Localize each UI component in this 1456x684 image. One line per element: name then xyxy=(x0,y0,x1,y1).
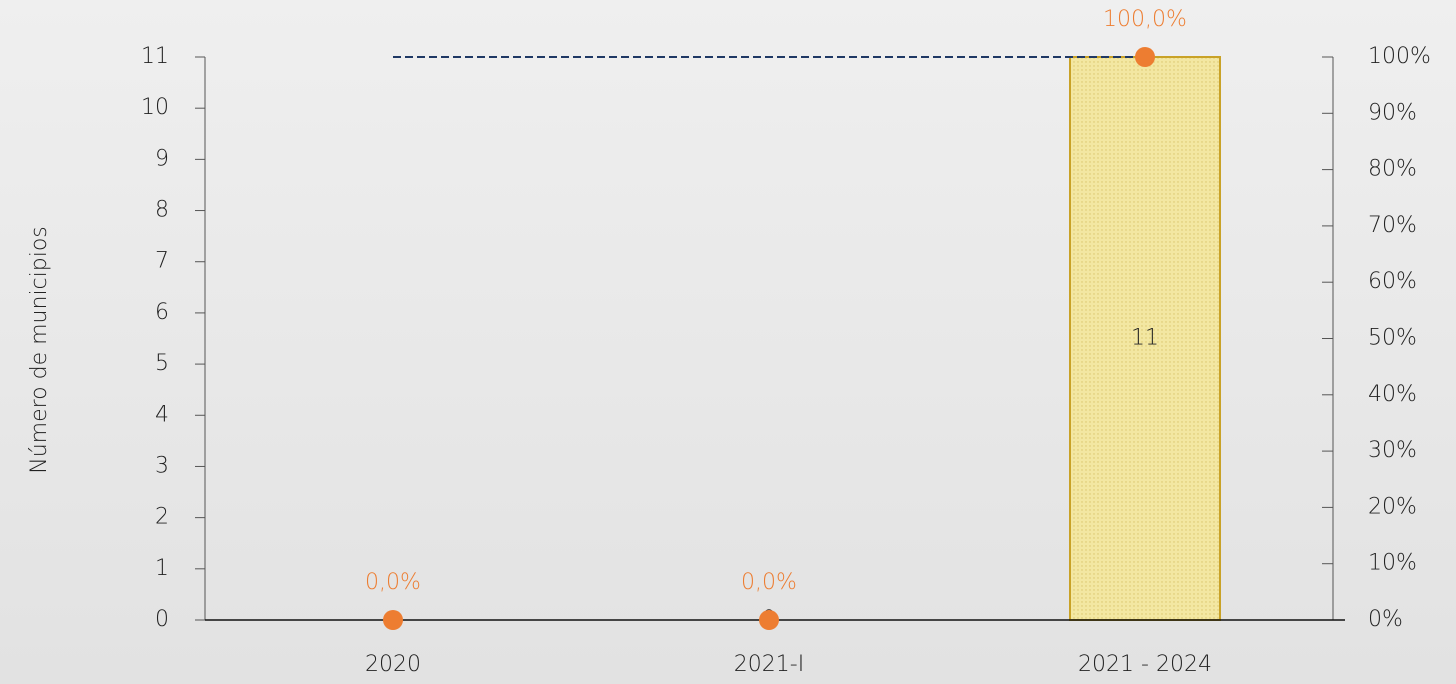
y2-tick-label: 50% xyxy=(1368,326,1417,351)
y2-tick-label: 60% xyxy=(1368,269,1417,294)
y-tick-label: 11 xyxy=(141,44,169,69)
bar xyxy=(1069,56,1221,621)
y-tick-label: 4 xyxy=(155,402,169,427)
y2-tick-label: 90% xyxy=(1368,100,1417,125)
y2-tick-label: 10% xyxy=(1368,551,1417,576)
y2-tick-label: 30% xyxy=(1368,438,1417,463)
y-tick-label: 1 xyxy=(155,556,169,581)
y-tick-label: 2 xyxy=(155,505,169,530)
y-tick-label: 8 xyxy=(155,198,169,223)
line-value-label: 100,0% xyxy=(1103,7,1187,32)
x-tick-label: 2021-I xyxy=(734,652,804,677)
y-tick-label: 6 xyxy=(155,300,169,325)
y2-tick-label: 0% xyxy=(1368,607,1403,632)
x-tick-label: 2020 xyxy=(365,652,421,677)
line-value-label: 0,0% xyxy=(365,570,421,595)
marker xyxy=(759,610,779,630)
x-tick-label: 2021 - 2024 xyxy=(1078,652,1212,677)
y-tick-label: 3 xyxy=(155,453,169,478)
marker xyxy=(383,610,403,630)
y-tick-label: 5 xyxy=(155,351,169,376)
y-tick-label: 9 xyxy=(155,146,169,171)
y-axis-label: Número de municipios xyxy=(27,226,52,474)
y-tick-label: 7 xyxy=(155,249,169,274)
bar-value-label: 11 xyxy=(1131,326,1159,351)
y2-tick-label: 70% xyxy=(1368,213,1417,238)
y2-tick-label: 20% xyxy=(1368,494,1417,519)
y2-tick-label: 80% xyxy=(1368,157,1417,182)
y2-tick-label: 40% xyxy=(1368,382,1417,407)
y2-tick-label: 100% xyxy=(1368,44,1431,69)
y-tick-label: 0 xyxy=(155,607,169,632)
line-value-label: 0,0% xyxy=(741,570,797,595)
y-tick-label: 10 xyxy=(141,95,169,120)
marker xyxy=(1135,47,1155,67)
